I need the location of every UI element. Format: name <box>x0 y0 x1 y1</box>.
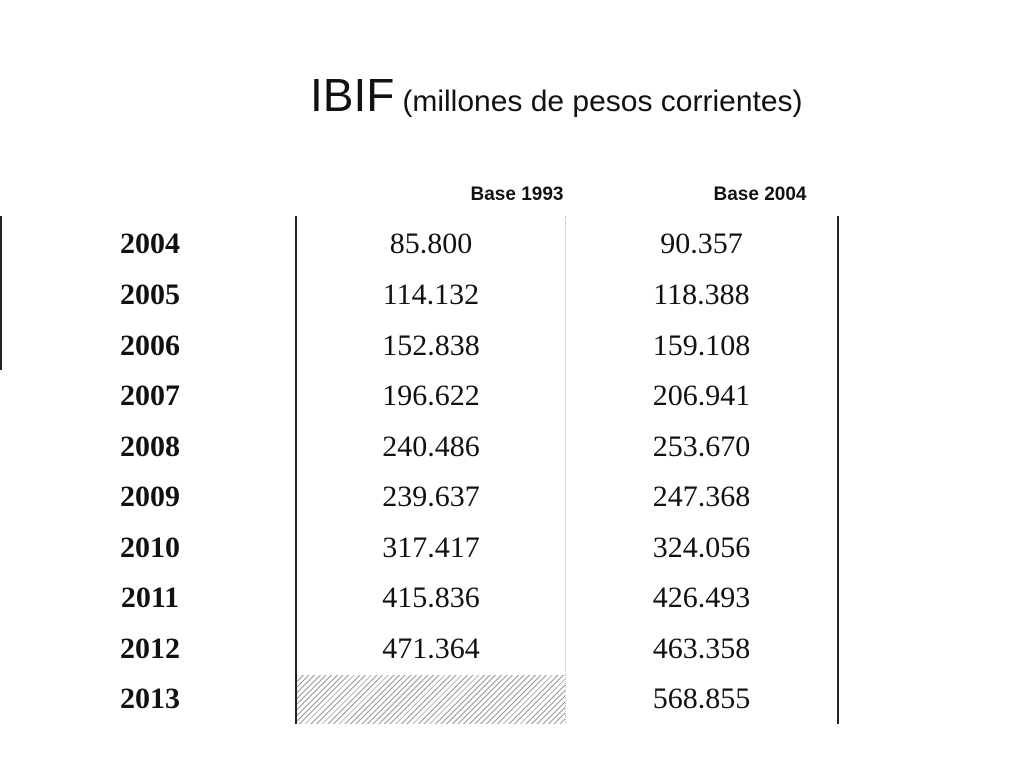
base-1993-cell: 240.486 <box>382 430 480 463</box>
base-2004-cell: 118.388 <box>653 278 750 311</box>
base-1993-cell: 196.622 <box>382 379 480 412</box>
base-2004-cell: 159.108 <box>652 329 751 362</box>
base-1993-cell: 114.132 <box>382 278 480 311</box>
base-1993-cell: 152.838 <box>382 329 480 362</box>
table-row: 2008 240.486 253.670 <box>0 422 1024 472</box>
title-subtitle: (millones de pesos corrientes) <box>402 85 803 118</box>
column-divider <box>295 216 297 724</box>
table-row: 2011 415.836 426.493 <box>0 573 1024 623</box>
base-2004-cell: 463.358 <box>652 632 751 665</box>
table-row: 2007 196.622 206.941 <box>0 371 1024 421</box>
year-cell: 2006 <box>120 329 180 362</box>
base-1993-cell: 85.800 <box>389 227 473 260</box>
base-2004-cell: 247.368 <box>652 480 751 513</box>
year-cell: 2009 <box>120 480 180 513</box>
year-cell: 2004 <box>120 227 180 260</box>
year-cell: 2010 <box>120 531 180 564</box>
year-cell: 2008 <box>120 430 180 463</box>
column-header-base-1993: Base 1993 <box>470 184 564 205</box>
left-edge-divider <box>0 216 2 370</box>
base-1993-cell: 415.836 <box>382 581 480 614</box>
year-cell: 2013 <box>120 682 180 715</box>
table-row: 2004 85.800 90.357 <box>0 219 1024 269</box>
table-row: 2005 114.132 118.388 <box>0 270 1024 320</box>
base-1993-cell: 471.364 <box>382 632 480 665</box>
table-row: 2013 568.855 <box>0 674 1024 724</box>
base-2004-cell: 90.357 <box>660 227 743 260</box>
title-main: IBIF <box>310 69 395 121</box>
base-2004-cell: 324.056 <box>652 531 751 564</box>
column-divider <box>837 216 839 724</box>
base-1993-cell: 239.637 <box>382 480 480 513</box>
table-row: 2006 152.838 159.108 <box>0 321 1024 371</box>
table-row: 2010 317.417 324.056 <box>0 523 1024 573</box>
column-header-base-2004: Base 2004 <box>713 184 807 205</box>
hatched-empty-cell <box>297 675 565 724</box>
base-2004-cell: 206.941 <box>652 379 751 412</box>
year-cell: 2007 <box>120 379 180 412</box>
page-title: IBIF (millones de pesos corrientes) <box>310 68 803 122</box>
year-cell: 2012 <box>120 632 180 665</box>
table-row: 2009 239.637 247.368 <box>0 472 1024 522</box>
base-1993-cell <box>297 674 565 724</box>
base-2004-cell: 568.855 <box>652 682 751 715</box>
year-cell: 2005 <box>120 278 180 311</box>
base-2004-cell: 253.670 <box>652 430 751 463</box>
column-divider-dotted <box>565 216 566 724</box>
table-row: 2012 471.364 463.358 <box>0 624 1024 674</box>
year-cell: 2011 <box>120 581 180 614</box>
data-table: 2004 85.800 90.357 2005 114.132 118.388 … <box>0 216 1024 724</box>
base-1993-cell: 317.417 <box>382 531 480 564</box>
base-2004-cell: 426.493 <box>652 581 751 614</box>
